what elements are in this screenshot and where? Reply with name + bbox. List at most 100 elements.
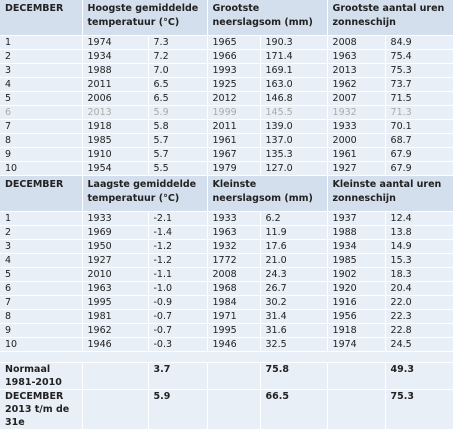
header-cell: DECEMBER bbox=[0, 175, 83, 212]
data-cell: 22.3 bbox=[385, 309, 453, 324]
data-cell: -0.3 bbox=[148, 337, 208, 352]
data-cell: 7 bbox=[0, 295, 83, 310]
empty-cell bbox=[207, 362, 261, 390]
data-cell: 32.5 bbox=[260, 337, 328, 352]
data-cell: 75.3 bbox=[385, 63, 453, 78]
data-cell: 21.0 bbox=[260, 253, 328, 268]
data-cell: -0.7 bbox=[148, 323, 208, 338]
data-cell: 14.9 bbox=[385, 239, 453, 254]
empty-cell bbox=[207, 389, 261, 430]
data-cell: 1956 bbox=[327, 309, 386, 324]
header-cell: Kleinste aantal uren zonneschijn bbox=[327, 175, 453, 212]
data-cell: 17.6 bbox=[260, 239, 328, 254]
data-cell: 5 bbox=[0, 267, 83, 282]
data-cell: 1969 bbox=[82, 225, 149, 240]
data-row: 5 2010 -1.1 2008 24.3 1902 18.3 bbox=[0, 267, 453, 282]
data-cell: 1772 bbox=[207, 253, 261, 268]
footer-row: Normaal 1981-2010 3.7 75.8 49.3 bbox=[0, 362, 453, 390]
data-cell: 1988 bbox=[82, 63, 149, 78]
header-cell: Grootste aantal uren zonneschijn bbox=[327, 0, 453, 36]
empty-cell bbox=[327, 362, 386, 390]
spacer-cell bbox=[0, 351, 453, 363]
data-cell: 1918 bbox=[82, 119, 149, 134]
footer-value: 66.5 bbox=[260, 389, 328, 430]
data-cell: 1985 bbox=[82, 133, 149, 148]
header-cell: Laagste gemiddelde temperatuur (°C) bbox=[82, 175, 208, 212]
data-cell: 1946 bbox=[207, 337, 261, 352]
data-cell: 12.4 bbox=[385, 211, 453, 226]
data-cell: 2007 bbox=[327, 91, 386, 106]
data-cell: 6 bbox=[0, 281, 83, 296]
data-cell: 1966 bbox=[207, 49, 261, 64]
header-cell: Hoogste gemiddelde temperatuur (°C) bbox=[82, 0, 208, 36]
data-cell: 1934 bbox=[82, 49, 149, 64]
data-cell: 127.0 bbox=[260, 161, 328, 176]
data-cell: -0.7 bbox=[148, 309, 208, 324]
data-cell: 190.3 bbox=[260, 35, 328, 50]
data-row: 8 1981 -0.7 1971 31.4 1956 22.3 bbox=[0, 309, 453, 324]
data-cell: 1 bbox=[0, 35, 83, 50]
data-cell: 1918 bbox=[327, 323, 386, 338]
data-cell: 1916 bbox=[327, 295, 386, 310]
data-cell: 4 bbox=[0, 77, 83, 92]
data-cell: 2008 bbox=[327, 35, 386, 50]
data-cell: 2 bbox=[0, 225, 83, 240]
data-cell: 1961 bbox=[327, 147, 386, 162]
data-cell: 1961 bbox=[207, 133, 261, 148]
data-cell: 171.4 bbox=[260, 49, 328, 64]
data-cell: 2013 bbox=[327, 63, 386, 78]
data-cell: 1981 bbox=[82, 309, 149, 324]
empty-cell bbox=[82, 389, 149, 430]
data-cell: 31.6 bbox=[260, 323, 328, 338]
data-cell: 9 bbox=[0, 323, 83, 338]
data-cell: 5.5 bbox=[148, 161, 208, 176]
header-row: DECEMBER Hoogste gemiddelde temperatuur (… bbox=[0, 0, 453, 36]
data-row: 7 1918 5.8 2011 139.0 1933 70.1 bbox=[0, 119, 453, 134]
data-cell: 13.8 bbox=[385, 225, 453, 240]
data-cell: 7.2 bbox=[148, 49, 208, 64]
data-cell: 145.5 bbox=[260, 105, 328, 120]
data-cell: 1988 bbox=[327, 225, 386, 240]
data-cell: 1963 bbox=[327, 49, 386, 64]
data-cell: 1937 bbox=[327, 211, 386, 226]
data-cell: 1963 bbox=[207, 225, 261, 240]
data-cell: 1932 bbox=[207, 239, 261, 254]
data-cell: -1.2 bbox=[148, 253, 208, 268]
data-row: 4 1927 -1.2 1772 21.0 1985 15.3 bbox=[0, 253, 453, 268]
data-cell: 137.0 bbox=[260, 133, 328, 148]
data-cell: 1985 bbox=[327, 253, 386, 268]
data-cell: 7 bbox=[0, 119, 83, 134]
data-cell: -1.1 bbox=[148, 267, 208, 282]
data-cell: 1902 bbox=[327, 267, 386, 282]
data-cell: 163.0 bbox=[260, 77, 328, 92]
data-cell: 24.5 bbox=[385, 337, 453, 352]
data-cell: 1910 bbox=[82, 147, 149, 162]
data-row: 6 2013 5.9 1999 145.5 1932 71.3 bbox=[0, 105, 453, 120]
data-cell: 1933 bbox=[82, 211, 149, 226]
data-cell: 18.3 bbox=[385, 267, 453, 282]
header-cell: Kleinste neerslagsom (mm) bbox=[207, 175, 328, 212]
footer-value: 75.8 bbox=[260, 362, 328, 390]
data-cell: 146.8 bbox=[260, 91, 328, 106]
data-cell: 1932 bbox=[327, 105, 386, 120]
data-cell: 67.9 bbox=[385, 147, 453, 162]
footer-label: Normaal 1981-2010 bbox=[0, 362, 83, 390]
header-cell: DECEMBER bbox=[0, 0, 83, 36]
data-cell: 73.7 bbox=[385, 77, 453, 92]
data-cell: 22.8 bbox=[385, 323, 453, 338]
data-cell: 2013 bbox=[82, 105, 149, 120]
data-cell: 1971 bbox=[207, 309, 261, 324]
spacer-row bbox=[0, 351, 453, 363]
data-cell: 84.9 bbox=[385, 35, 453, 50]
data-cell: 2 bbox=[0, 49, 83, 64]
footer-label: DECEMBER 2013 t/m de 31e bbox=[0, 389, 83, 430]
data-cell: 70.1 bbox=[385, 119, 453, 134]
data-cell: 71.5 bbox=[385, 91, 453, 106]
data-cell: 2011 bbox=[82, 77, 149, 92]
data-cell: 1974 bbox=[327, 337, 386, 352]
data-cell: 3 bbox=[0, 239, 83, 254]
empty-cell bbox=[82, 362, 149, 390]
header-row: DECEMBER Laagste gemiddelde temperatuur (… bbox=[0, 175, 453, 212]
data-cell: 1984 bbox=[207, 295, 261, 310]
footer-value: 5.9 bbox=[148, 389, 208, 430]
